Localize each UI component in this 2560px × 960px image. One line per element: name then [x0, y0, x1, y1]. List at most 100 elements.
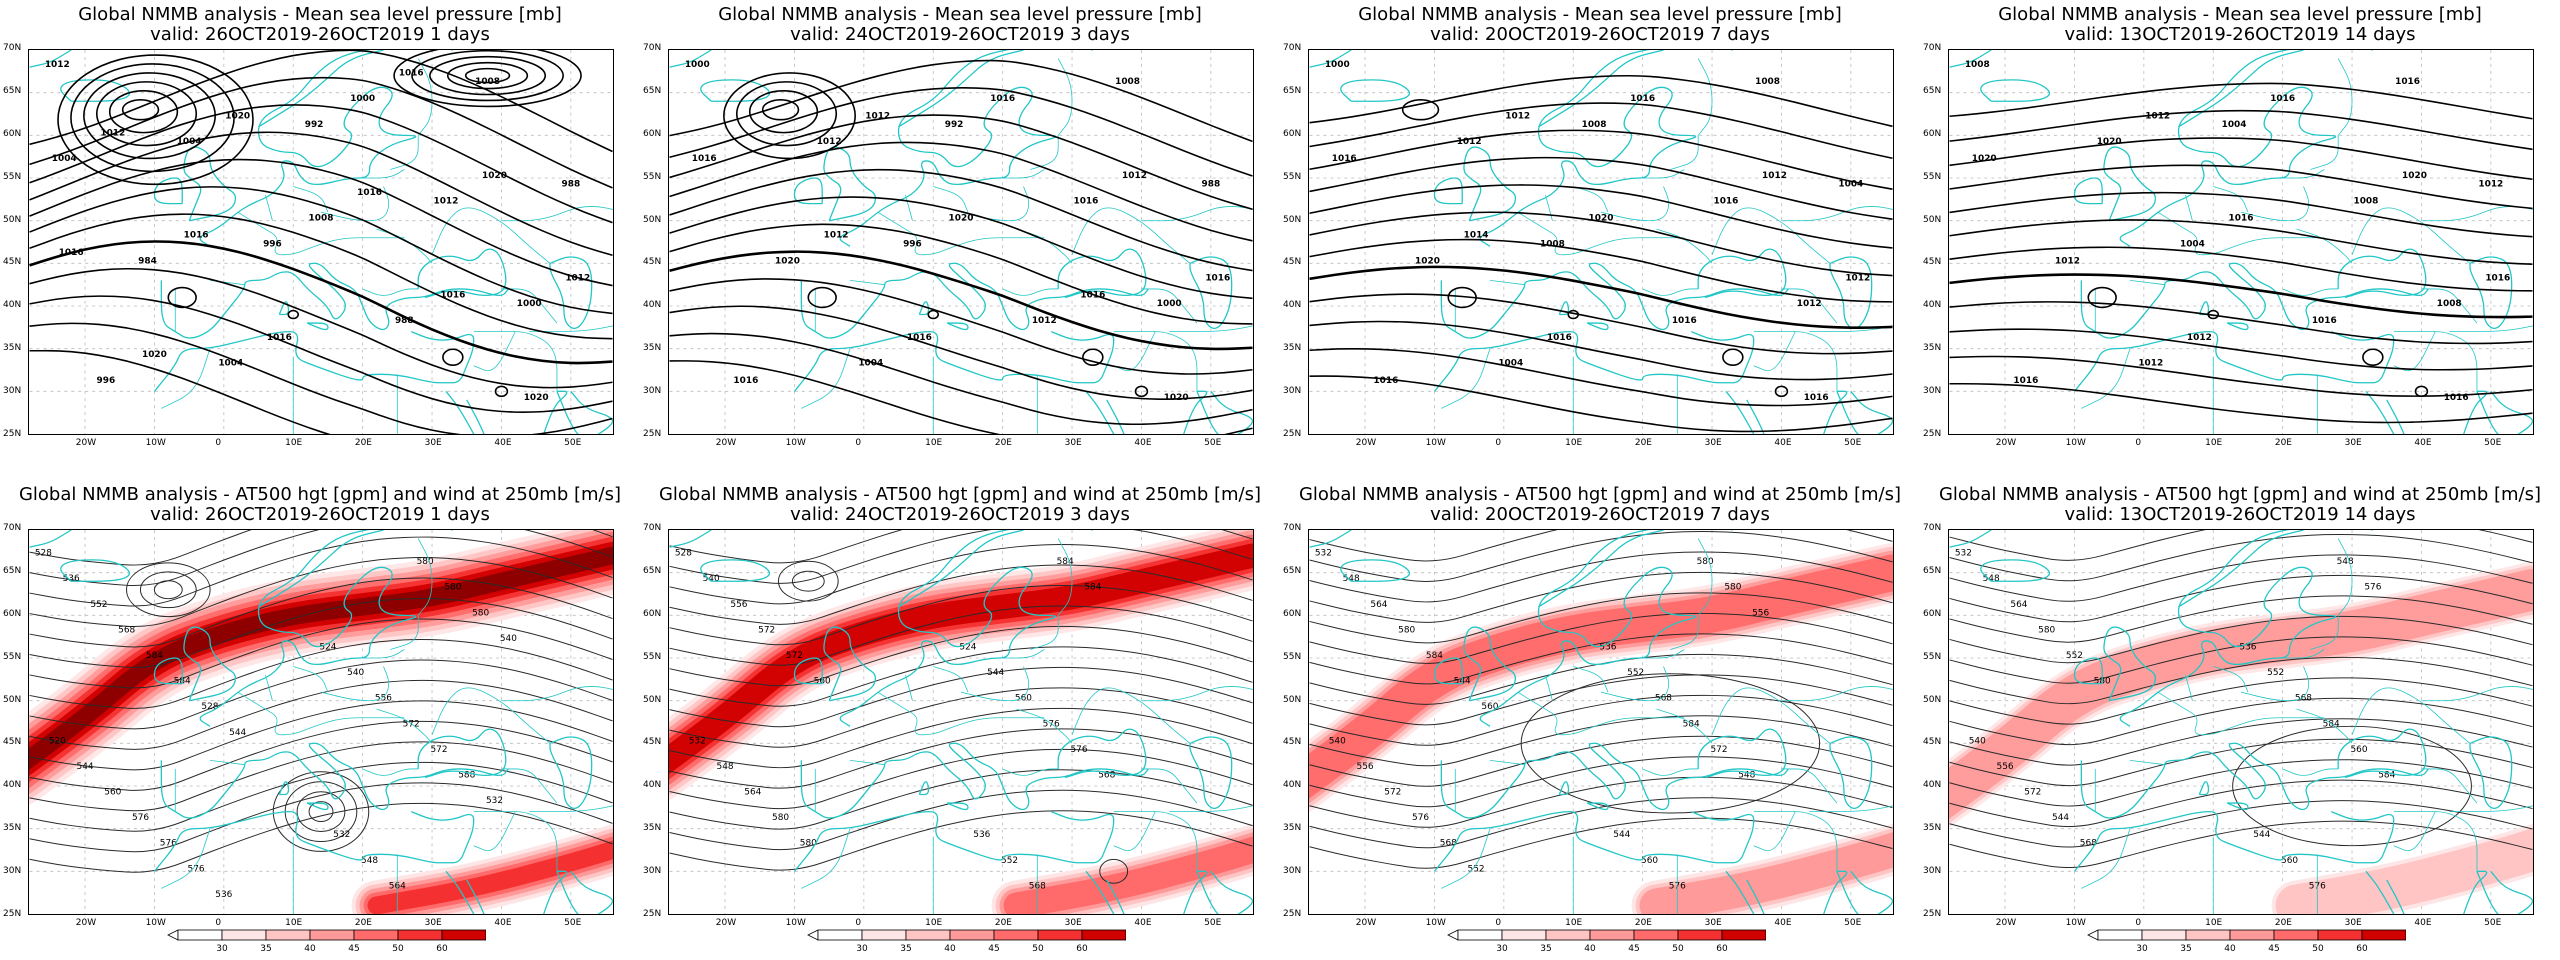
isobar-label: 1016: [440, 290, 465, 300]
isobars: [1949, 82, 2533, 424]
isobar-label: 1012: [1797, 299, 1822, 309]
isobar-label: 1020: [1415, 256, 1440, 266]
isobar-label: 1012: [1457, 137, 1482, 147]
colorbar-tick-label: 50: [2312, 944, 2324, 954]
coastlines: [669, 530, 1253, 914]
contour-label: 584: [2378, 770, 2395, 780]
colorbar-segment: [221, 929, 267, 941]
lat-label: 60N: [3, 128, 22, 139]
lat-label: 40N: [1923, 780, 1942, 791]
lat-label: 60N: [1283, 608, 1302, 619]
lat-label: 65N: [643, 565, 662, 576]
lon-label: 40E: [1134, 918, 1152, 928]
contour-label: 576: [1070, 745, 1087, 755]
lon-label: 50E: [1844, 438, 1862, 448]
lon-label: 20E: [994, 438, 1012, 448]
lon-label: 30E: [1704, 918, 1722, 928]
contour-label: 548: [361, 856, 378, 866]
contour-label: 536: [1599, 642, 1616, 652]
isobar-label: 1020: [1972, 154, 1997, 164]
contour-label: 572: [1384, 788, 1401, 798]
colorbar-segment: [397, 929, 443, 941]
lon-label: 20W: [1995, 918, 2017, 928]
contour-label: 540: [1329, 736, 1346, 746]
contour-label: 556: [730, 600, 747, 610]
isobar-label: 1004: [52, 154, 77, 164]
lat-label: 35N: [3, 823, 22, 834]
colorbar-tick-label: 60: [2356, 944, 2368, 954]
isobar-label: 996: [263, 239, 282, 249]
colorbar-tick-label: 30: [216, 944, 228, 954]
isobar-label: 1020: [142, 350, 167, 360]
panel-valid-range: valid: 20OCT2019-26OCT2019 7 days: [1430, 24, 1770, 45]
contour-label: 580: [472, 608, 489, 618]
colorbar-segment: [1633, 929, 1679, 941]
lon-label: 10W: [1425, 918, 1446, 928]
lat-label: 50N: [1283, 214, 1302, 225]
contour-label: 540: [500, 634, 517, 644]
contour-label: 572: [430, 745, 447, 755]
isobar-label: 1020: [1589, 214, 1614, 224]
contour-label: 556: [375, 694, 392, 704]
colorbar-segment: [1457, 929, 1503, 941]
lat-label: 70N: [3, 43, 22, 53]
contour-label: 584: [1057, 557, 1074, 567]
isobar-label: 1012: [2145, 111, 2170, 121]
lat-label: 50N: [643, 214, 662, 225]
colorbar-left-arrow: [807, 929, 819, 941]
contour-label: 576: [132, 813, 149, 823]
lat-label: 50N: [3, 214, 22, 225]
isobar-label: 1016: [2485, 273, 2510, 283]
lon-label: 10E: [2205, 438, 2223, 448]
lat-label: 30N: [1923, 866, 1942, 877]
contour-label: 572: [1710, 745, 1727, 755]
lon-label: 10E: [1565, 918, 1583, 928]
isobar-label: 1012: [2187, 333, 2212, 343]
contour-label: 536: [2239, 642, 2256, 652]
lat-label: 35N: [643, 343, 662, 354]
lon-label: 40E: [494, 438, 512, 448]
colorbar-tick-label: 40: [2224, 944, 2236, 954]
lat-label: 65N: [1923, 565, 1942, 576]
lat-label: 60N: [3, 608, 22, 619]
country-borders: [161, 538, 613, 914]
contour-label: 580: [444, 583, 461, 593]
lon-label: 40E: [1774, 918, 1792, 928]
contour-label: 552: [1001, 856, 1018, 866]
contour-label: 584: [2323, 719, 2340, 729]
isobar-label: 1008: [1755, 77, 1780, 87]
lat-label: 35N: [1283, 823, 1302, 834]
isobar-label: 1016: [2395, 77, 2420, 87]
lon-label: 40E: [2414, 438, 2432, 448]
colorbar-segment: [441, 929, 486, 941]
contour-label: 552: [90, 600, 107, 610]
isobar-label: 1012: [1122, 171, 1147, 181]
lon-label: 10W: [1425, 438, 1446, 448]
lon-label: 20E: [354, 438, 372, 448]
contour-label: 532: [689, 736, 706, 746]
coastlines: [1949, 50, 2533, 434]
lat-label: 30N: [1283, 866, 1302, 877]
isobar-label: 1016: [357, 188, 382, 198]
isobar-label: 1008: [1582, 120, 1607, 130]
contour-label: 548: [1343, 574, 1360, 584]
isobar-label: 1016: [1332, 154, 1357, 164]
contour-label: 556: [1997, 762, 2014, 772]
contour-label: 556: [1752, 608, 1769, 618]
lon-label: 50E: [564, 918, 582, 928]
colorbar: 30 35 40 45 50 60: [2087, 929, 2406, 954]
lon-label: 0: [1495, 918, 1502, 928]
panel-title: Global NMMB analysis - AT500 hgt [gpm] a…: [1298, 484, 1902, 505]
isobar-label: 1008: [1540, 239, 1565, 249]
contour-label: 580: [800, 839, 817, 849]
coastlines: [29, 530, 613, 914]
panel-title: Global NMMB analysis - Mean sea level pr…: [1358, 4, 1842, 25]
contour-label: 544: [229, 728, 246, 738]
lat-label: 30N: [3, 386, 22, 397]
lat-label: 45N: [3, 737, 22, 748]
contour-label: 568: [2080, 839, 2097, 849]
wind-shading: [29, 530, 613, 914]
isobar-label: 1000: [1325, 60, 1350, 70]
lat-label: 70N: [1923, 523, 1942, 533]
lat-label: 65N: [3, 565, 22, 576]
